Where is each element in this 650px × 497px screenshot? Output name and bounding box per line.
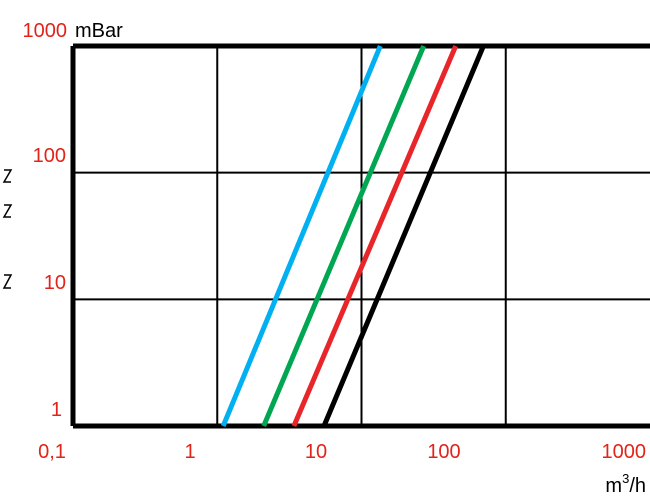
x-tick-label-100: 100 <box>427 441 460 463</box>
x-tick-label-0.1: 0,1 <box>38 441 66 463</box>
y-tick-label-1: 1 <box>51 399 62 421</box>
edge-mark <box>2 274 13 289</box>
data-series <box>220 45 486 427</box>
x-tick-label-1000: 1000 <box>602 441 647 463</box>
x-tick-label-1: 1 <box>184 441 195 463</box>
x-unit-superscript: 3 <box>622 471 629 486</box>
y-tick-label-100: 100 <box>33 145 66 167</box>
tick-labels: 1 10 100 1000 mBar 0,1 1 10 100 1000 m3/… <box>23 20 647 497</box>
edge-mark <box>2 204 13 218</box>
series-line-3 <box>291 45 459 427</box>
y-tick-label-10: 10 <box>44 272 66 294</box>
edge-mark <box>2 169 13 183</box>
plot-frame <box>70 43 650 429</box>
series-line-2 <box>261 45 427 427</box>
series-line-1 <box>220 45 383 427</box>
x-tick-label-10: 10 <box>305 441 327 463</box>
edge-marks <box>2 169 13 289</box>
x-unit-tail: /h <box>629 475 646 497</box>
grid-lines <box>73 46 650 426</box>
y-tick-label-1000: 1000 <box>23 20 68 42</box>
x-unit-label: m3/h <box>605 471 646 497</box>
series-line-4 <box>321 45 486 427</box>
y-unit-label: mBar <box>75 20 123 42</box>
